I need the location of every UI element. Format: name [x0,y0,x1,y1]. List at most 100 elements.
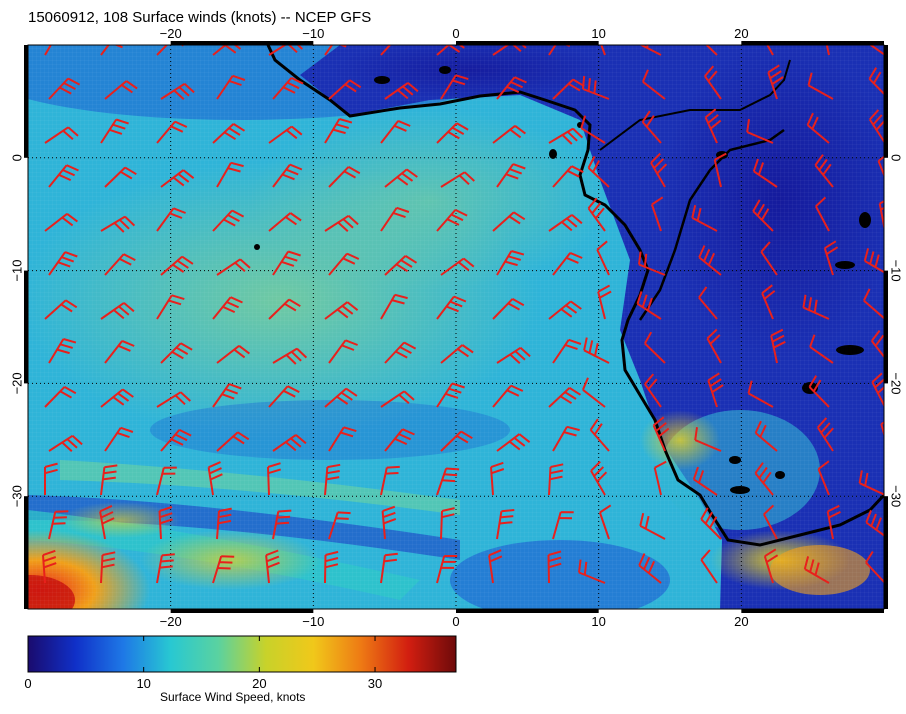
wind-barb [858,470,884,496]
wind-barb [160,255,194,276]
wind-barb [704,108,722,144]
wind-barb [440,74,469,100]
wind-barb [436,122,469,144]
wind-barb [216,258,251,276]
frame-bar-right [884,270,888,384]
wind-barb [272,77,304,100]
wind-barb [802,294,830,320]
wind-barb [552,425,580,452]
wind-barb [809,334,834,364]
wind-barb [548,127,584,145]
wind-barb [766,45,774,56]
wind-barb [583,337,610,364]
wind-barb [638,553,662,584]
wind-barb [44,213,79,232]
wind-barb [826,504,841,540]
wind-barb [644,331,666,364]
wind-barb [104,339,135,364]
wind-barb [380,465,400,496]
wind-barb [268,45,303,56]
wind-barb [548,463,564,496]
wind-barb [268,212,302,232]
wind-barb [207,461,223,496]
wind-barb [212,555,235,584]
wind-barb [871,329,884,359]
wind-barb [587,155,610,188]
wind-barb [328,166,361,188]
wind-barb [156,207,186,232]
wind-barb [547,550,562,584]
wind-barb [48,338,77,364]
wind-barb [384,168,418,188]
wind-barb [48,434,83,452]
wind-barb [380,390,415,408]
wind-barb [44,45,52,56]
wind-barb [158,506,173,540]
frame-bar-top [741,41,884,45]
wind-barb [865,550,884,584]
wind-barb [552,338,582,364]
wind-barb [104,80,138,100]
wind-barb [324,301,359,320]
colorbar-label: Surface Wind Speed, knots [160,690,306,704]
lon-tick-label-top: 10 [591,26,605,41]
wind-barb [865,510,884,537]
wind-barb [548,387,582,408]
wind-barb [770,328,786,364]
wind-barb [496,250,525,276]
wind-barb [600,45,606,56]
wind-barb [268,385,300,408]
lat-tick-label-right: −30 [889,485,904,507]
frame-bar-bottom [456,609,599,613]
wind-barb [436,45,465,56]
colorbar-tick-label: 10 [136,676,150,691]
lon-tick-label-bottom: 0 [452,614,459,629]
wind-barb [380,45,408,56]
wind-barb [44,462,58,495]
wind-barb [328,252,360,276]
wind-barb [384,341,417,364]
wind-barb [808,375,830,408]
wind-barb [436,295,467,320]
lon-tick-label-bottom: −20 [160,614,182,629]
wind-barb [436,209,468,232]
lon-tick-label-top: 0 [452,26,459,41]
wind-barb [160,429,192,452]
wind-barb [99,504,115,540]
wind-barb [869,45,884,56]
wind-barb [48,77,81,100]
wind-barb [212,296,243,320]
wind-barb [589,418,610,452]
wind-barb [100,551,116,584]
colorbar-tick-label: 20 [252,676,266,691]
wind-barb [328,79,362,100]
wind-barb [763,504,778,540]
wind-barb [380,206,410,232]
wind-barb [384,255,418,276]
wind-barb [578,559,606,584]
wind-barb [160,342,193,364]
wind-barb [156,391,191,408]
wind-barb [324,550,339,584]
colorbar-tick-labels: 0 10 20 30 [24,636,382,691]
wind-barb [747,380,774,408]
wind-barb [492,298,525,320]
wind-barb [597,284,612,320]
lat-tick-label-left: −30 [9,485,24,507]
wind-barb [44,126,79,144]
wind-barb [265,549,280,584]
wind-barb [381,505,397,540]
wind-barb [868,67,884,96]
wind-barb [863,248,884,274]
wind-barb [272,347,308,365]
lat-tick-label-left: −20 [9,372,24,394]
wind-barb [380,552,398,584]
wind-barb [440,344,474,364]
wind-barb [156,553,175,584]
wind-barb [104,253,136,276]
wind-barb [492,211,526,232]
wind-barb [496,509,515,540]
wind-barb [880,421,884,438]
wind-barb [324,463,341,496]
wind-barb [328,511,351,540]
